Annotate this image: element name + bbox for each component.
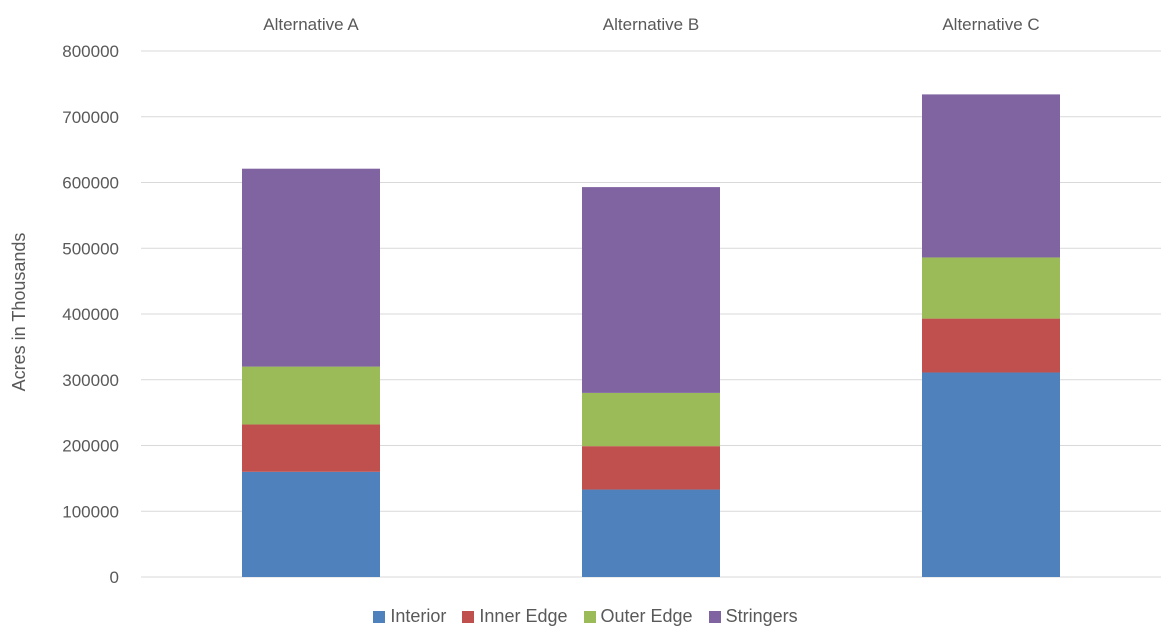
y-tick-label: 800000 — [62, 42, 119, 61]
bar-segment-inner-edge — [242, 424, 380, 472]
y-tick-label: 700000 — [62, 108, 119, 127]
bar-segment-outer-edge — [922, 257, 1060, 319]
legend-swatch — [583, 610, 596, 623]
y-tick-label: 300000 — [62, 371, 119, 390]
bar-segment-outer-edge — [242, 366, 380, 425]
bar-segment-interior — [582, 489, 720, 577]
legend: Interior Inner Edge Outer Edge Stringers — [0, 606, 1171, 627]
legend-swatch — [708, 610, 721, 623]
legend-item: Stringers — [708, 606, 798, 627]
bar-segment-interior — [922, 372, 1060, 577]
legend-label: Inner Edge — [479, 606, 568, 626]
legend-swatch — [373, 610, 386, 623]
category-label: Alternative C — [942, 15, 1039, 34]
bar-segment-stringers — [922, 94, 1060, 258]
y-axis-tick-labels: 0 100000 200000 300000 400000 500000 600000 700… — [62, 42, 119, 587]
y-tick-label: 100000 — [62, 502, 119, 521]
bar-segment-inner-edge — [582, 446, 720, 490]
legend-label: Interior — [390, 606, 447, 626]
legend-label: Outer Edge — [600, 606, 693, 626]
category-label: Alternative B — [603, 15, 699, 34]
legend-item: Inner Edge — [462, 606, 568, 627]
bars — [242, 94, 1060, 577]
legend-item: Interior — [373, 606, 446, 627]
legend-item: Outer Edge — [583, 606, 693, 627]
y-tick-label: 0 — [110, 568, 119, 587]
category-labels: Alternative A Alternative B Alternative C — [263, 15, 1039, 34]
y-tick-label: 200000 — [62, 437, 119, 456]
bar-segment-outer-edge — [582, 392, 720, 447]
category-label: Alternative A — [263, 15, 359, 34]
y-tick-label: 500000 — [62, 239, 119, 258]
bar-segment-interior — [242, 471, 380, 577]
y-tick-label: 600000 — [62, 174, 119, 193]
y-axis-title: Acres in Thousands — [9, 233, 29, 392]
bar-segment-stringers — [242, 168, 380, 367]
legend-swatch — [462, 610, 475, 623]
bar-segment-stringers — [582, 187, 720, 393]
legend-label: Stringers — [725, 606, 798, 626]
y-tick-label: 400000 — [62, 305, 119, 324]
bar-segment-inner-edge — [922, 318, 1060, 373]
